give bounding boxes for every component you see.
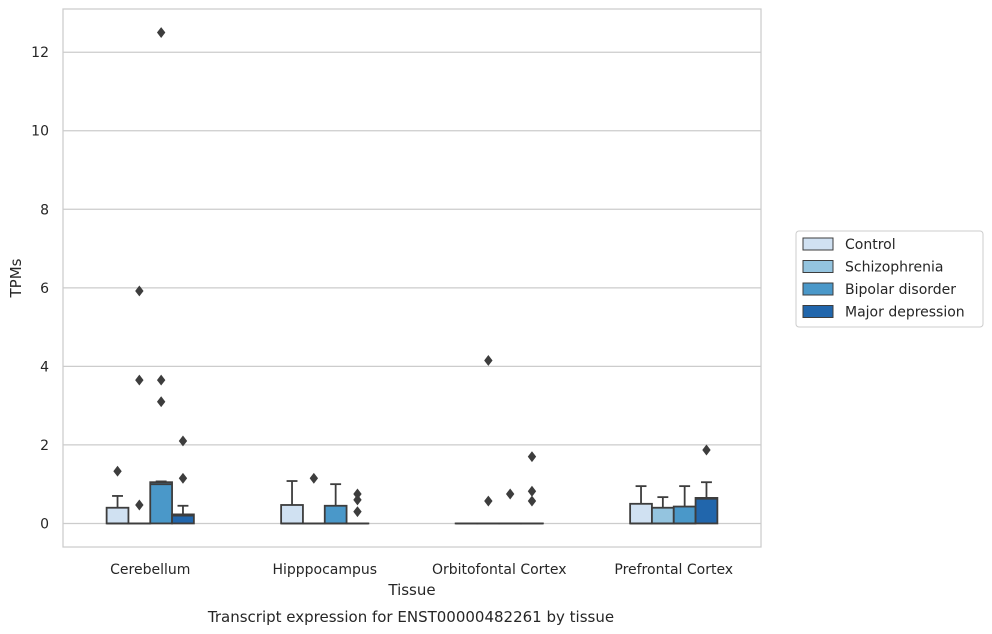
y-tick-label: 0 bbox=[40, 516, 49, 532]
chart-caption: Transcript expression for ENST0000048226… bbox=[207, 608, 614, 626]
box-bipolar-disorder bbox=[323, 483, 348, 525]
outlier-point bbox=[353, 506, 362, 518]
legend-label: Major depression bbox=[845, 305, 965, 321]
outlier-point bbox=[156, 396, 166, 408]
x-tick-label: Prefrontal Cortex bbox=[614, 562, 733, 578]
outlier-point bbox=[156, 374, 166, 386]
outlier-point bbox=[178, 435, 188, 447]
box-body bbox=[105, 506, 130, 525]
outlier-point bbox=[527, 451, 537, 463]
y-tick-label: 12 bbox=[31, 45, 49, 61]
box-control bbox=[105, 495, 130, 525]
outlier-point bbox=[135, 374, 144, 386]
x-axis-label: Tissue bbox=[387, 581, 435, 599]
outlier-point bbox=[113, 465, 122, 477]
legend-label: Control bbox=[845, 237, 896, 253]
box-body bbox=[171, 513, 195, 525]
outlier-point bbox=[484, 355, 493, 366]
y-tick-label: 8 bbox=[40, 202, 49, 218]
outlier-point bbox=[702, 444, 711, 456]
x-tick-label: Orbitofontal Cortex bbox=[432, 562, 567, 578]
box-control bbox=[280, 480, 304, 525]
legend-swatch bbox=[802, 237, 834, 251]
y-tick-label: 6 bbox=[40, 281, 49, 297]
outlier-point bbox=[156, 27, 166, 39]
box-major-depression bbox=[694, 481, 719, 525]
y-tick-label: 4 bbox=[40, 359, 49, 375]
y-tick-label: 2 bbox=[40, 438, 49, 454]
legend-items: Control Schizophrenia Bipolar disorder Majo… bbox=[802, 237, 965, 321]
outlier-point bbox=[527, 485, 537, 497]
outlier-point bbox=[309, 472, 319, 484]
outlier-point bbox=[353, 494, 362, 506]
legend-swatch bbox=[802, 260, 834, 273]
outlier-point bbox=[505, 488, 515, 500]
y-tick-label: 10 bbox=[31, 124, 49, 140]
legend-frame bbox=[795, 230, 984, 328]
box-body bbox=[149, 481, 173, 525]
legend-label: Bipolar disorder bbox=[845, 282, 956, 298]
x-tick-label: Cerebellum bbox=[110, 562, 190, 578]
legend-label: Schizophrenia bbox=[845, 260, 943, 276]
legend-swatch bbox=[802, 282, 834, 296]
x-tick-labels: Cerebellum Hipppocampus Orbitofontal Corte… bbox=[110, 562, 733, 578]
y-tick-labels: 0 2 4 6 8 10 12 bbox=[31, 45, 49, 532]
box-bipolar-disorder bbox=[149, 480, 173, 525]
outlier-point bbox=[353, 488, 362, 500]
box-bipolar-disorder bbox=[672, 485, 697, 525]
outlier-point bbox=[135, 285, 144, 297]
box-schizophrenia bbox=[651, 496, 675, 525]
grid-lines bbox=[63, 51, 761, 525]
outlier-point bbox=[527, 495, 537, 507]
outlier-point bbox=[135, 499, 144, 511]
box-major-depression bbox=[171, 504, 195, 525]
outlier-point bbox=[178, 472, 188, 484]
box-body bbox=[694, 497, 719, 525]
legend: Control Schizophrenia Bipolar disorder Majo… bbox=[795, 230, 984, 328]
box-body bbox=[280, 504, 304, 525]
y-axis-label: TPMs bbox=[7, 258, 25, 298]
box-body bbox=[629, 502, 653, 525]
boxes bbox=[105, 480, 719, 525]
box-body bbox=[323, 504, 348, 525]
plot-area bbox=[62, 8, 762, 548]
outliers bbox=[113, 27, 711, 518]
box-body bbox=[672, 505, 697, 525]
x-tick-label: Hipppocampus bbox=[272, 562, 377, 578]
box-body bbox=[651, 506, 675, 525]
box-control bbox=[629, 485, 653, 525]
outlier-point bbox=[484, 495, 493, 507]
legend-swatch bbox=[802, 305, 834, 318]
